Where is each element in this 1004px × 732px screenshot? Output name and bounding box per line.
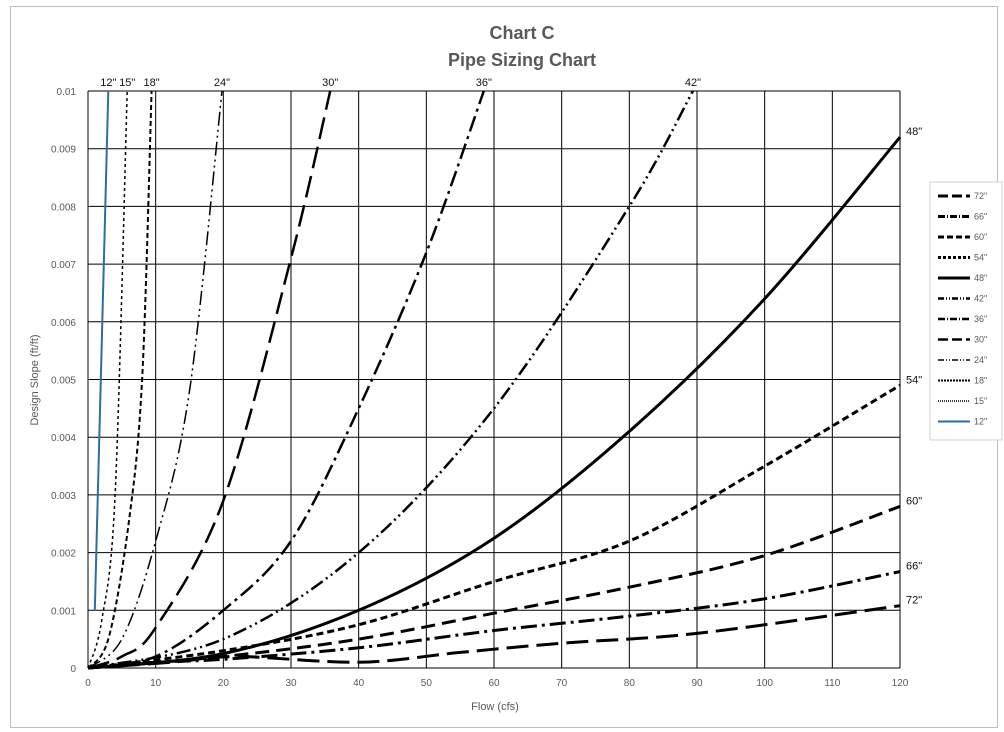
series-end-label: 72": [906, 595, 922, 607]
x-tick-labels: 0 10 20 30 40 50 60 70 80 90 100 110 120: [85, 678, 909, 689]
series-line: [87, 90, 153, 669]
series-end-label: 66": [906, 561, 922, 573]
x-tick-label: 100: [756, 678, 773, 689]
legend-entry: 60": [974, 232, 987, 242]
legend-entry: 42": [974, 294, 987, 304]
y-tick-label: 0.007: [51, 260, 76, 271]
x-tick-label: 60: [488, 678, 500, 689]
legend-entry: 18": [974, 376, 987, 386]
x-tick-label: 10: [150, 678, 162, 689]
legend-entry: 48": [974, 273, 987, 283]
series-end-label: 36": [476, 77, 492, 89]
series-line: [87, 90, 332, 670]
series-line: [93, 90, 110, 611]
series-end-label: 48": [906, 126, 922, 138]
legend-box: [929, 181, 1003, 441]
y-tick-label: 0.005: [51, 376, 76, 387]
x-tick-label: 70: [556, 678, 568, 689]
y-tick-labels: 0 0.001 0.002 0.003 0.004 0.005 0.006 0.007 0.00…: [51, 87, 76, 675]
series-line: [87, 90, 223, 669]
y-tick-label: 0.006: [51, 318, 76, 329]
legend-entry: 12": [974, 417, 987, 427]
series-line: [87, 90, 694, 670]
chart-title: Chart C: [489, 23, 554, 43]
legend-entry: 54": [974, 253, 987, 263]
series-labels: 72" 66" 60" 54" 48" 42" 36" 30" 24" 18" 15"12": [100, 77, 922, 607]
x-tick-label: 120: [892, 678, 909, 689]
legend-entry: 36": [974, 314, 987, 324]
series-end-label: 30": [322, 77, 338, 89]
grid: [87, 90, 901, 669]
y-tick-label: 0.002: [51, 549, 76, 560]
series-line: [87, 504, 901, 670]
x-tick-label: 110: [824, 678, 840, 689]
series-end-label: 24": [214, 77, 230, 89]
series-line: [87, 384, 901, 670]
y-tick-label: 0.003: [51, 491, 76, 502]
x-tick-label: 0: [85, 678, 91, 689]
x-tick-label: 40: [353, 678, 365, 689]
x-tick-label: 30: [285, 678, 297, 689]
legend-entry: 66": [974, 212, 987, 222]
series-line: [87, 90, 128, 669]
y-tick-label: 0.004: [51, 433, 76, 444]
x-tick-label: 20: [218, 678, 230, 689]
series-end-label: 42": [685, 77, 701, 89]
series-end-label: 18": [144, 77, 160, 89]
series-line: [87, 90, 485, 670]
legend-entry: 72": [974, 191, 987, 201]
series-line: [87, 136, 902, 670]
legend-entry: 30": [974, 335, 987, 345]
y-tick-label: 0: [70, 664, 76, 675]
series-end-label: 12": [100, 77, 116, 89]
legend: 72" 66" 60" 54" 48" 42" 36" 30" 24" 18" 15" 12": [929, 181, 1003, 441]
legend-entry: 24": [974, 355, 987, 365]
x-axis-label: Flow (cfs): [471, 701, 519, 713]
y-tick-label: 0.001: [51, 606, 76, 617]
y-tick-label: 0.009: [51, 145, 76, 156]
y-tick-label: 0.008: [51, 202, 76, 213]
x-tick-label: 80: [624, 678, 636, 689]
series-end-label: 60": [906, 495, 922, 507]
series-end-label: 15": [119, 77, 135, 89]
y-tick-label: 0.01: [57, 87, 77, 98]
series-curves: [87, 90, 902, 670]
legend-entry: 15": [974, 396, 987, 406]
series-end-label: 54": [906, 374, 922, 386]
chart-subtitle: Pipe Sizing Chart: [448, 50, 596, 70]
x-tick-label: 90: [691, 678, 703, 689]
x-tick-label: 50: [421, 678, 433, 689]
y-axis-label: Design Slope (ft/ft): [29, 334, 41, 425]
